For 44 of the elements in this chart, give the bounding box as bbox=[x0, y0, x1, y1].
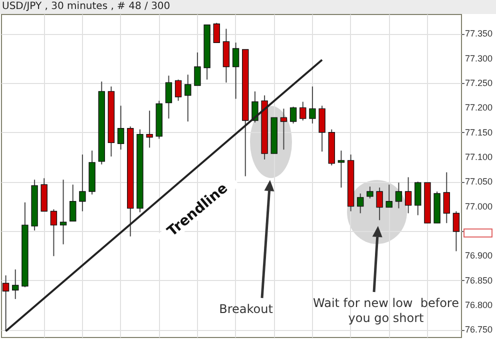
y-tick-label: 77.350 bbox=[465, 28, 493, 39]
candlestick bbox=[357, 193, 364, 214]
y-tick-label: 77.300 bbox=[465, 53, 493, 64]
candlestick bbox=[184, 74, 192, 122]
candlestick bbox=[443, 172, 450, 224]
candlestick bbox=[165, 75, 172, 120]
candlestick bbox=[404, 176, 412, 214]
candlestick bbox=[60, 179, 67, 245]
candlestick bbox=[117, 105, 124, 150]
candlestick bbox=[12, 268, 19, 300]
y-tick-label: 77.100 bbox=[465, 152, 493, 162]
y-tick-label: 77.050 bbox=[465, 176, 493, 187]
candlestick bbox=[376, 187, 383, 221]
candlestick bbox=[290, 106, 297, 124]
y-tick-label: 76.800 bbox=[465, 300, 493, 310]
candlestick bbox=[232, 42, 240, 100]
candlestick bbox=[70, 184, 76, 222]
candlestick bbox=[300, 101, 306, 122]
y-tick-label: 77.250 bbox=[465, 78, 493, 88]
candlestick bbox=[395, 182, 402, 209]
candlestick bbox=[50, 208, 58, 257]
y-tick-label: 77.150 bbox=[465, 127, 493, 138]
candlestick bbox=[386, 184, 392, 208]
candlestick bbox=[280, 108, 288, 150]
y-tick-label: 76.850 bbox=[465, 275, 493, 286]
chart-title: USD/JPY , 30 minutes , # 48 / 300 bbox=[0, 0, 496, 14]
candlestick bbox=[366, 186, 374, 199]
candlestick bbox=[146, 110, 153, 148]
candlestick bbox=[194, 52, 201, 86]
candlestick bbox=[338, 150, 345, 188]
y-tick-label: 76.750 bbox=[465, 324, 493, 335]
y-tick-label: 77.200 bbox=[465, 102, 493, 113]
y-tick-label: 77.000 bbox=[465, 201, 493, 212]
candlestick bbox=[318, 105, 326, 152]
candlestick bbox=[79, 154, 86, 212]
candlestick bbox=[2, 274, 10, 332]
candlestick bbox=[174, 79, 182, 102]
candlestick bbox=[309, 86, 316, 124]
annotation: Breakout bbox=[218, 302, 274, 317]
y-tick-label: 76.900 bbox=[465, 250, 493, 261]
candlestick bbox=[213, 22, 220, 44]
candlestick bbox=[414, 181, 422, 216]
candlestick bbox=[452, 210, 460, 252]
annotation: Wait for new low before you go short bbox=[312, 296, 460, 326]
